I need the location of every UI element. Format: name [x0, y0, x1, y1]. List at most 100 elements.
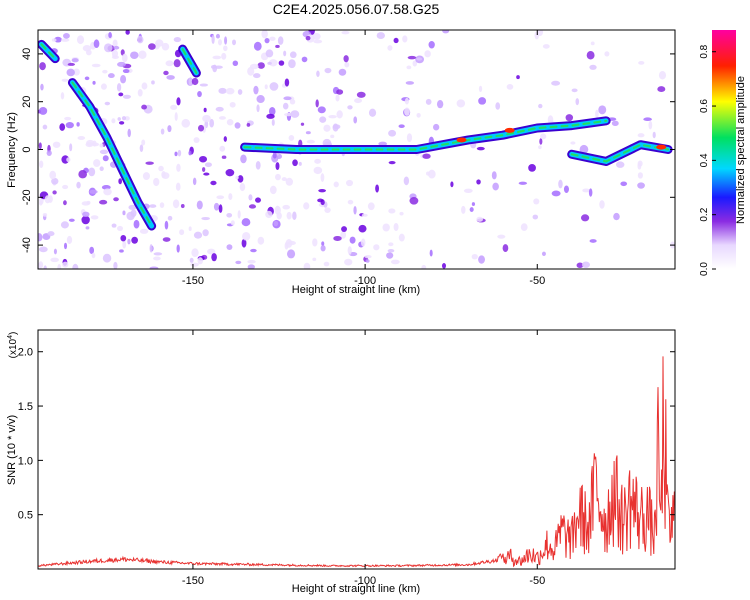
- spectral-speckle: [52, 190, 57, 195]
- snr-x-label: Height of straight line (km): [292, 583, 420, 595]
- snr-y-tick-label: 0.5: [18, 510, 33, 522]
- spectral-speckle: [365, 259, 370, 263]
- spectral-speckle: [46, 150, 52, 156]
- spectral-speckle: [177, 149, 182, 157]
- spectral-speckle: [292, 211, 297, 220]
- spectral-speckle: [497, 234, 506, 239]
- spectral-speckle: [368, 108, 377, 117]
- spectral-speckle: [393, 37, 399, 44]
- snr-plot-area: [38, 330, 675, 569]
- spectral-speckle: [412, 60, 418, 67]
- spectral-speckle: [586, 51, 595, 60]
- spectral-speckle: [218, 87, 227, 94]
- spectral-speckle: [148, 43, 156, 50]
- spectral-speckle: [269, 82, 279, 91]
- spectral-speckle: [364, 255, 372, 259]
- spectral-speckle: [103, 188, 112, 196]
- spectral-speckle: [230, 220, 235, 226]
- spectral-speckle: [367, 202, 375, 211]
- spectral-speckle: [378, 141, 388, 146]
- spectral-speckle: [321, 241, 325, 246]
- spectral-speckle: [93, 39, 100, 49]
- spectral-speckle: [108, 73, 115, 79]
- spec-x-tick-label: -50: [529, 275, 545, 287]
- spectral-speckle: [199, 155, 208, 163]
- spectral-speckle: [92, 142, 100, 147]
- spectral-speckle: [563, 185, 569, 193]
- spectral-speckle: [398, 233, 405, 242]
- spectral-speckle: [333, 181, 339, 188]
- colorbar-tick-label: 0.8: [699, 44, 710, 58]
- spectral-speckle: [520, 223, 528, 232]
- spectral-speckle: [599, 200, 605, 209]
- spectral-speckle: [358, 224, 367, 233]
- spectral-speckle: [42, 212, 48, 217]
- spectral-speckle: [354, 98, 362, 104]
- spectral-speckle: [604, 51, 610, 57]
- spectral-speckle: [89, 189, 98, 194]
- spectral-speckle: [387, 248, 395, 253]
- spectrogram-tracks: [38, 39, 673, 231]
- spectral-speckle: [579, 144, 589, 154]
- spectral-speckle: [199, 83, 209, 87]
- spectral-speckle: [225, 169, 235, 177]
- spectrogram-panel: -40 -20 0 20 40 -150 -100 -50 Height of straig…: [6, 29, 676, 296]
- spectral-speckle: [333, 235, 342, 241]
- spectral-speckle: [202, 229, 209, 237]
- spectral-speckle: [478, 255, 485, 264]
- spectral-speckle: [237, 175, 244, 183]
- spectral-speckle: [117, 117, 121, 121]
- spectral-speckle: [226, 119, 234, 126]
- spectral-speckle: [241, 218, 251, 227]
- snr-multiplier-exp: 4: [7, 335, 14, 339]
- spectral-speckle: [141, 104, 147, 110]
- spectral-speckle: [136, 35, 144, 44]
- spectral-speckle: [407, 55, 417, 60]
- spectral-speckle: [82, 211, 90, 218]
- spectral-speckle: [393, 223, 399, 232]
- spectral-speckle: [66, 157, 71, 163]
- figure-title: C2E4.2025.056.07.58.G25: [273, 1, 440, 17]
- spectral-speckle: [133, 219, 140, 229]
- spectral-speckle: [538, 103, 543, 109]
- track-core: [243, 119, 608, 151]
- spectral-speckle: [141, 139, 146, 146]
- spectral-speckle: [313, 166, 323, 175]
- spectral-speckle: [288, 59, 296, 69]
- spectral-speckle: [117, 225, 124, 232]
- spectral-speckle: [99, 149, 109, 155]
- spectral-speckle: [84, 76, 90, 81]
- spectral-speckle: [388, 208, 396, 214]
- spectral-speckle: [324, 207, 331, 214]
- spectral-speckle: [167, 125, 172, 133]
- spectral-speckle: [211, 253, 217, 262]
- spectral-speckle: [127, 128, 131, 138]
- spectral-speckle: [620, 181, 628, 187]
- spectral-speckle: [52, 141, 61, 148]
- spectral-speckle: [43, 265, 47, 269]
- spectral-speckle: [319, 116, 327, 123]
- spectral-speckle: [305, 131, 311, 135]
- spectral-speckle: [261, 30, 268, 39]
- spectral-speckle: [153, 256, 161, 261]
- spectral-speckle: [335, 94, 340, 102]
- spectral-speckle: [91, 252, 96, 259]
- spectral-speckle: [190, 262, 199, 267]
- spectral-speckle: [255, 197, 262, 203]
- spectral-speckle: [181, 118, 191, 128]
- spectral-speckle: [215, 33, 220, 39]
- spectral-speckle: [405, 81, 415, 85]
- spectral-speckle: [268, 59, 278, 67]
- spectral-speckle: [224, 36, 228, 45]
- snr-multiplier-close: ): [8, 332, 19, 335]
- spectral-speckle: [51, 177, 59, 185]
- track-core: [71, 81, 153, 227]
- colorbar-tick-label: 0.4: [699, 153, 710, 167]
- spectral-speckle: [338, 68, 347, 76]
- spectral-speckle: [360, 238, 366, 247]
- spectral-speckle: [398, 124, 405, 129]
- spectral-speckle: [340, 230, 347, 239]
- colorbar-tick-label: 0.0: [699, 262, 710, 276]
- spectral-speckle: [502, 244, 509, 253]
- spectral-speckle: [257, 236, 265, 245]
